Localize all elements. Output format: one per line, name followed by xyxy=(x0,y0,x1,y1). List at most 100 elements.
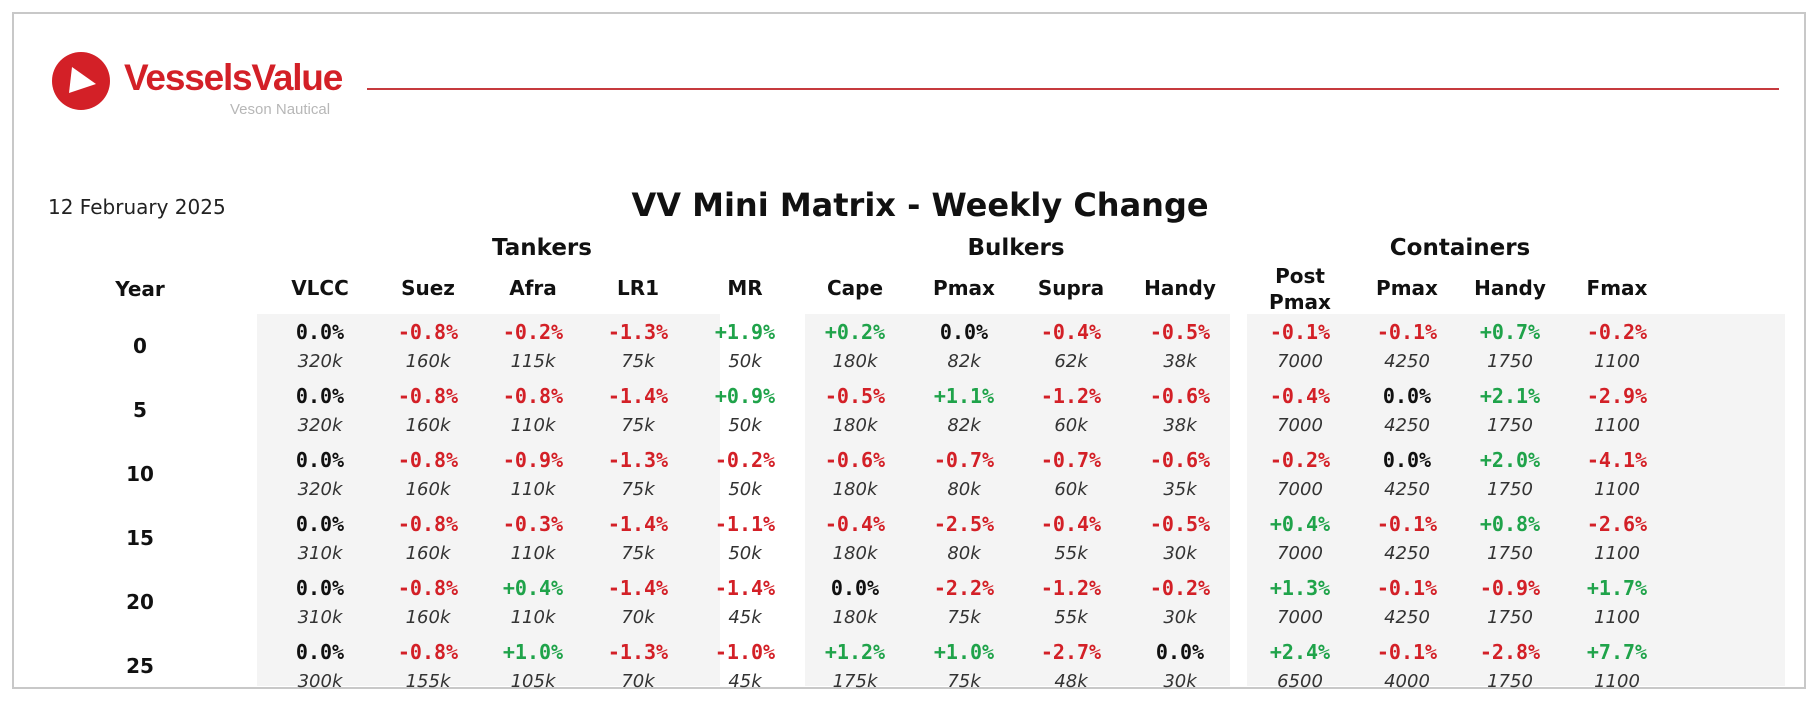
vessel-size-value: 180k xyxy=(832,415,878,436)
column-header: VLCC xyxy=(291,276,349,300)
vessel-size-value: 1750 xyxy=(1487,607,1533,628)
vessel-size-value: 55k xyxy=(1054,607,1088,628)
year-column-header: Year xyxy=(115,277,165,301)
weekly-change-value: -0.7% xyxy=(1040,448,1102,472)
weekly-change-value: -0.8% xyxy=(397,448,459,472)
weekly-change-value: -1.0% xyxy=(714,640,776,664)
weekly-change-value: -0.6% xyxy=(1149,448,1211,472)
weekly-change-value: 0.0% xyxy=(939,320,989,344)
vessel-size-value: 155k xyxy=(405,671,451,692)
weekly-change-value: 0.0% xyxy=(295,512,345,536)
group-header: Tankers xyxy=(492,235,592,261)
vessel-size-value: 180k xyxy=(832,351,878,372)
vessel-size-value: 175k xyxy=(832,671,878,692)
column-header: Suez xyxy=(401,276,455,300)
vessel-size-value: 160k xyxy=(405,543,451,564)
vessel-size-value: 75k xyxy=(621,351,655,372)
weekly-change-value: -2.7% xyxy=(1040,640,1102,664)
weekly-change-value: -0.9% xyxy=(1479,576,1541,600)
weekly-change-value: 0.0% xyxy=(1382,384,1432,408)
vessel-size-value: 75k xyxy=(621,415,655,436)
weekly-change-value: -0.3% xyxy=(502,512,564,536)
vessel-size-value: 110k xyxy=(510,543,556,564)
vessel-size-value: 30k xyxy=(1163,671,1197,692)
column-header: Handy xyxy=(1474,276,1546,300)
weekly-change-value: -0.2% xyxy=(502,320,564,344)
weekly-change-value: -0.8% xyxy=(397,640,459,664)
weekly-change-value: 0.0% xyxy=(295,320,345,344)
vessel-size-value: 30k xyxy=(1163,607,1197,628)
weekly-change-value: 0.0% xyxy=(830,576,880,600)
vessel-size-value: 1750 xyxy=(1487,415,1533,436)
vessel-size-value: 300k xyxy=(297,671,343,692)
weekly-change-value: -0.8% xyxy=(397,576,459,600)
weekly-change-value: +1.3% xyxy=(1269,576,1331,600)
weekly-change-value: +0.4% xyxy=(1269,512,1331,536)
weekly-change-value: +1.2% xyxy=(824,640,886,664)
vessel-size-value: 4250 xyxy=(1384,415,1430,436)
vessel-size-value: 7000 xyxy=(1277,543,1323,564)
vessel-size-value: 1100 xyxy=(1594,351,1640,372)
vessel-size-value: 60k xyxy=(1054,479,1088,500)
weekly-change-value: +1.7% xyxy=(1586,576,1648,600)
group-background xyxy=(257,314,720,686)
vessel-size-value: 7000 xyxy=(1277,479,1323,500)
year-label: 25 xyxy=(126,654,154,678)
vessel-size-value: 1750 xyxy=(1487,479,1533,500)
weekly-change-value: 0.0% xyxy=(295,384,345,408)
weekly-change-value: -1.3% xyxy=(607,640,669,664)
weekly-change-value: -0.8% xyxy=(397,512,459,536)
play-triangle-logo-icon xyxy=(52,52,110,110)
column-header: Cape xyxy=(826,276,884,300)
weekly-change-value: +2.0% xyxy=(1479,448,1541,472)
vessel-size-value: 75k xyxy=(947,671,981,692)
vessel-size-value: 80k xyxy=(947,479,981,500)
weekly-change-value: -0.1% xyxy=(1376,640,1438,664)
weekly-change-value: -0.4% xyxy=(1040,512,1102,536)
column-header: LR1 xyxy=(616,276,660,300)
weekly-change-value: -0.2% xyxy=(1269,448,1331,472)
weekly-change-value: -1.4% xyxy=(714,576,776,600)
weekly-change-value: -1.2% xyxy=(1040,384,1102,408)
vessel-size-value: 7000 xyxy=(1277,415,1323,436)
weekly-change-value: -2.6% xyxy=(1586,512,1648,536)
vessel-size-value: 1750 xyxy=(1487,351,1533,372)
weekly-change-value: 0.0% xyxy=(1155,640,1205,664)
vessel-size-value: 70k xyxy=(621,607,655,628)
vessel-size-value: 4250 xyxy=(1384,351,1430,372)
weekly-change-value: -2.8% xyxy=(1479,640,1541,664)
vessel-size-value: 4250 xyxy=(1384,479,1430,500)
weekly-change-value: 0.0% xyxy=(1382,448,1432,472)
column-header: Pmax xyxy=(933,276,995,300)
weekly-change-value: -0.4% xyxy=(1269,384,1331,408)
vessel-size-value: 160k xyxy=(405,479,451,500)
vessel-size-value: 50k xyxy=(728,415,762,436)
vessel-size-value: 35k xyxy=(1163,479,1197,500)
vessel-size-value: 80k xyxy=(947,543,981,564)
vessel-size-value: 50k xyxy=(728,543,762,564)
weekly-change-value: -0.2% xyxy=(714,448,776,472)
weekly-change-value: +0.2% xyxy=(824,320,886,344)
header-rule xyxy=(367,88,1779,90)
weekly-change-value: -0.9% xyxy=(502,448,564,472)
brand-subtitle: Veson Nautical xyxy=(230,101,331,118)
vessel-size-value: 55k xyxy=(1054,543,1088,564)
vessel-size-value: 180k xyxy=(832,607,878,628)
weekly-change-value: 0.0% xyxy=(295,576,345,600)
vessel-size-value: 38k xyxy=(1163,415,1197,436)
vessel-size-value: 82k xyxy=(947,351,981,372)
weekly-change-value: +0.7% xyxy=(1479,320,1541,344)
vessel-size-value: 50k xyxy=(728,351,762,372)
vessel-size-value: 50k xyxy=(728,479,762,500)
vessel-size-value: 1750 xyxy=(1487,671,1533,692)
vessel-size-value: 45k xyxy=(728,671,762,692)
vessel-size-value: 7000 xyxy=(1277,607,1323,628)
weekly-change-value: -0.2% xyxy=(1586,320,1648,344)
group-background xyxy=(805,314,1230,686)
weekly-change-value: +1.0% xyxy=(502,640,564,664)
column-header: Supra xyxy=(1037,276,1105,300)
weekly-change-value: +0.9% xyxy=(714,384,776,408)
weekly-change-value: -0.1% xyxy=(1376,320,1438,344)
weekly-change-value: +0.8% xyxy=(1479,512,1541,536)
vessel-size-value: 75k xyxy=(947,607,981,628)
